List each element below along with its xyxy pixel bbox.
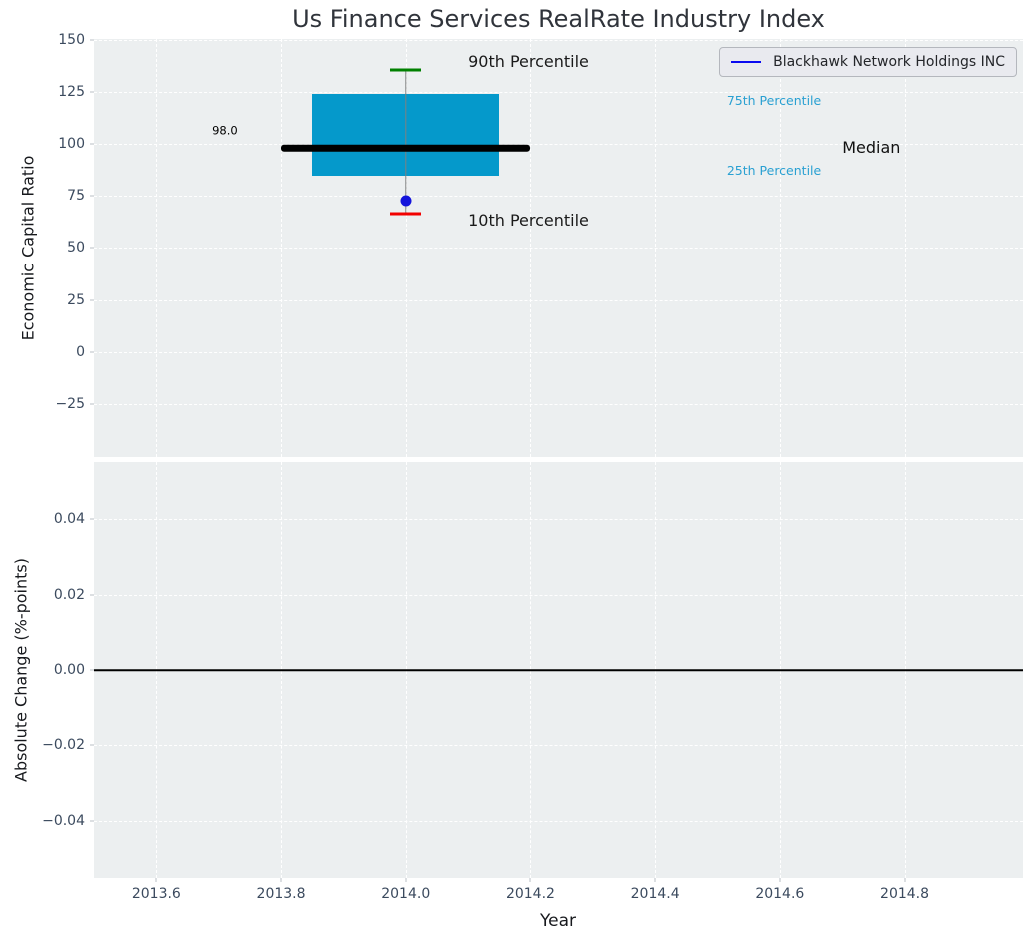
y-axis-label-top: Economic Capital Ratio bbox=[18, 155, 38, 341]
y-gridline bbox=[94, 594, 1023, 596]
y-tick-mark bbox=[90, 744, 94, 746]
annotation-75th-percentile: 75th Percentile bbox=[726, 93, 822, 109]
y-gridline bbox=[94, 299, 1023, 301]
y-tick-label: 0.00 bbox=[53, 662, 85, 678]
x-tick-label: 2014.8 bbox=[880, 886, 930, 902]
company-marker bbox=[400, 195, 412, 207]
chart-title: Us Finance Services RealRate Industry In… bbox=[292, 5, 825, 33]
x-tick-label: 2013.8 bbox=[256, 886, 306, 902]
x-tick-label: 2013.6 bbox=[131, 886, 181, 902]
y-tick-mark bbox=[90, 195, 94, 197]
y-gridline bbox=[94, 820, 1023, 822]
y-tick-label: 125 bbox=[58, 84, 85, 101]
y-tick-label: 0.04 bbox=[53, 511, 85, 528]
y-tick-mark bbox=[90, 669, 94, 671]
x-tick-mark bbox=[904, 878, 906, 882]
y-tick-label: −25 bbox=[55, 395, 85, 412]
y-gridline bbox=[94, 351, 1023, 353]
y-gridline bbox=[94, 745, 1023, 747]
x-tick-mark bbox=[405, 878, 407, 882]
y-tick-label: 150 bbox=[58, 32, 85, 49]
y-tick-mark bbox=[90, 91, 94, 93]
x-tick-mark bbox=[529, 878, 531, 882]
p10-cap bbox=[390, 212, 422, 216]
x-axis-label: Year bbox=[540, 911, 576, 931]
y-tick-label: 0 bbox=[76, 343, 85, 360]
y-tick-mark bbox=[90, 247, 94, 249]
y-gridline bbox=[94, 519, 1023, 521]
y-tick-mark bbox=[90, 351, 94, 353]
y-tick-mark bbox=[90, 518, 94, 520]
annotation-90th-percentile: 90th Percentile bbox=[468, 51, 589, 71]
x-tick-label: 2014.4 bbox=[630, 886, 680, 902]
annotation-25th-percentile: 25th Percentile bbox=[726, 162, 822, 178]
annotation-median: Median bbox=[842, 137, 901, 157]
y-tick-label: 25 bbox=[67, 291, 85, 308]
y-gridline bbox=[94, 40, 1023, 42]
y-gridline bbox=[94, 144, 1023, 146]
y-gridline bbox=[94, 196, 1023, 197]
y-tick-label: 75 bbox=[67, 188, 85, 204]
y-tick-mark bbox=[90, 143, 94, 145]
y-tick-mark bbox=[90, 299, 94, 301]
y-tick-mark bbox=[90, 403, 94, 405]
x-tick-mark bbox=[155, 878, 157, 882]
x-tick-mark bbox=[779, 878, 781, 882]
annotation-98-0: 98.0 bbox=[212, 122, 238, 137]
x-tick-mark bbox=[280, 878, 282, 882]
plot-absolute-change: 0.04 0.02 0.00 −0.02 −0.04 2013.6 2013.8 2014.0… bbox=[42, 462, 1023, 902]
x-tick-label: 2014.0 bbox=[381, 886, 431, 902]
y-axis-label-bottom: Absolute Change (%-points) bbox=[11, 558, 31, 782]
median-line bbox=[281, 144, 531, 152]
y-tick-label: −0.04 bbox=[42, 812, 85, 829]
y-tick-label: 50 bbox=[67, 240, 85, 256]
x-tick-label: 2014.2 bbox=[505, 886, 555, 902]
legend-label: Blackhawk Network Holdings INC bbox=[773, 54, 1005, 70]
y-tick-label: 0.02 bbox=[53, 586, 85, 603]
y-tick-label: 100 bbox=[58, 136, 85, 153]
y-tick-label: −0.02 bbox=[42, 737, 85, 754]
x-tick-mark bbox=[654, 878, 656, 882]
y-gridline bbox=[94, 403, 1023, 405]
y-gridline bbox=[94, 248, 1023, 249]
y-tick-mark bbox=[90, 820, 94, 822]
y-tick-mark bbox=[90, 39, 94, 41]
whisker-line bbox=[405, 70, 407, 214]
annotation-10th-percentile: 10th Percentile bbox=[468, 210, 589, 230]
y-gridline bbox=[94, 92, 1023, 94]
zero-line bbox=[94, 669, 1023, 671]
x-tick-label: 2014.6 bbox=[755, 886, 805, 902]
plot-economic-capital-ratio: 150 125 100 75 50 25 0 −25 98.0 90th Percentile 10… bbox=[55, 32, 1023, 457]
p90-cap bbox=[390, 68, 422, 72]
y-tick-mark bbox=[90, 594, 94, 596]
legend-line-sample bbox=[731, 60, 762, 64]
legend: Blackhawk Network Holdings INC bbox=[719, 47, 1017, 77]
